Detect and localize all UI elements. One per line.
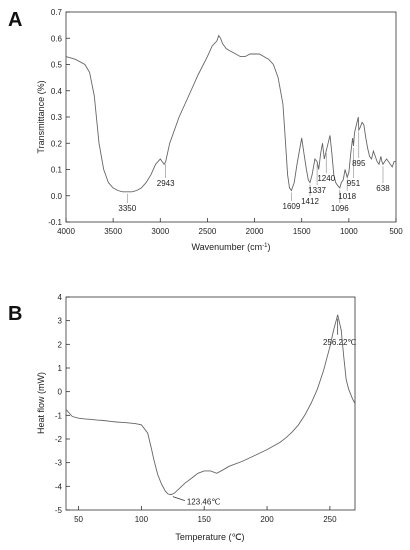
y-tick-label: 3 [58,317,63,326]
y-tick-label: 0 [58,388,63,397]
annotation-label: 256.22℃ [323,338,356,347]
annotation-leader [172,496,185,501]
annotation-label: 3350 [118,204,136,213]
annotation-label: 1240 [317,174,335,183]
x-axis-a: 4000 3500 3000 2500 2000 1500 1000 500 [57,218,403,236]
y-tick-label: -2 [55,435,63,444]
x-tick-label: 2000 [246,227,264,236]
panel-b: B -5 -4 -3 -2 -1 0 1 2 3 4 50 100 150 200 250 123.46℃… [8,293,356,542]
panel-letter-b: B [8,303,22,325]
x-axis-b: 50 100 150 200 250 [74,506,337,524]
y-tick-label: 0.2 [51,139,63,148]
panel-letter-a: A [8,9,22,31]
annotation-label: 2943 [157,179,175,188]
panel-a: A -0.1 0.0 0.1 0.2 0.3 0.4 0.5 0.6 0.7 4000 3500 3… [8,8,403,252]
x-tick-label: 3500 [104,227,122,236]
x-tick-label: 150 [198,515,212,524]
annotation-label: 1096 [331,204,349,213]
plot-frame-a [65,11,397,223]
y-tick-label: 4 [58,293,63,302]
x-tick-label: 4000 [57,227,75,236]
x-tick-label: 200 [260,515,274,524]
x-axis-title-a: Wavenumber (cm-1) [191,242,270,252]
y-axis-a: -0.1 0.0 0.1 0.2 0.3 0.4 0.5 0.6 0.7 [48,8,70,227]
y-tick-label: -0.1 [48,218,62,227]
y-tick-label: 0.3 [51,113,63,122]
y-tick-label: 0.6 [51,34,63,43]
x-axis-title-a-end: ) [268,242,271,252]
y-tick-label: -3 [55,459,63,468]
y-tick-label: 2 [58,340,63,349]
annotation-label: 1337 [308,186,326,195]
x-axis-title-a-main: Wavenumber (cm [191,242,262,252]
y-axis-b: -5 -4 -3 -2 -1 0 1 2 3 4 [55,293,70,515]
y-tick-label: 0.0 [51,192,63,201]
y-tick-label: -4 [55,482,63,491]
x-tick-label: 500 [389,227,403,236]
x-axis-title-b: Temperature (℃) [175,532,244,542]
annotation-label: 638 [376,184,390,193]
y-tick-label: -1 [55,411,63,420]
y-tick-label: 0.1 [51,166,63,175]
x-tick-label: 100 [135,515,149,524]
series-line-b [65,314,356,496]
plot-frame-b [65,296,356,511]
annotation-label: 1412 [301,197,319,206]
annotation-label: 123.46℃ [187,498,220,507]
annotation-label: 895 [352,159,366,168]
x-axis-title-a-sup: -1 [262,243,268,249]
x-tick-label: 250 [323,515,337,524]
y-tick-label: 0.7 [51,8,63,17]
x-tick-label: 2500 [199,227,217,236]
x-tick-label: 3000 [151,227,169,236]
x-tick-label: 1500 [293,227,311,236]
annotation-label: 1609 [283,202,301,211]
x-tick-label: 1000 [340,227,358,236]
series-line-a [65,34,396,193]
y-tick-label: -5 [55,506,63,515]
y-tick-label: 0.5 [51,61,63,70]
y-axis-title-b: Heat flow (mW) [36,372,46,434]
x-tick-label: 50 [74,515,83,524]
y-tick-label: 1 [58,364,63,373]
y-axis-title-a: Transmittance (%) [36,80,46,153]
annotation-label: 951 [347,179,361,188]
peak-annotations-b: 123.46℃ 256.22℃ [172,318,356,507]
y-tick-label: 0.4 [51,87,63,96]
annotation-label: 1018 [338,192,356,201]
